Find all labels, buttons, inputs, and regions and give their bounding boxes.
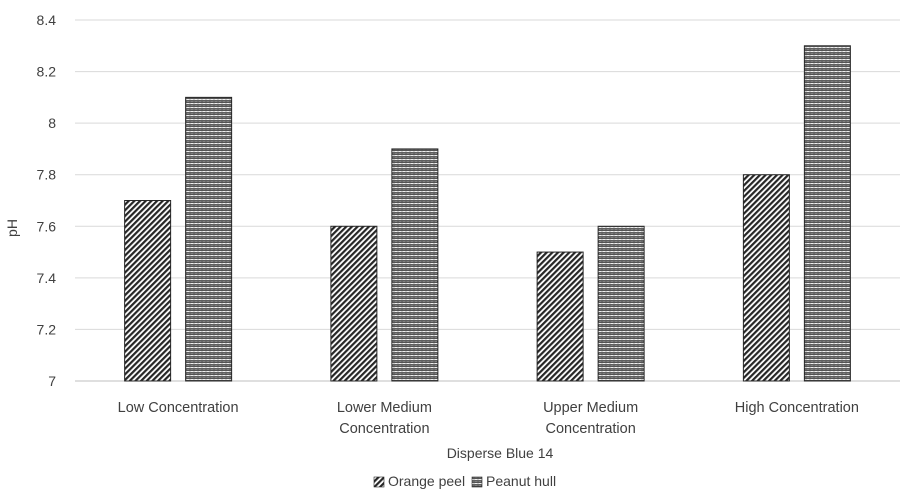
- legend-label: Peanut hull: [486, 473, 556, 489]
- y-tick-label: 8.4: [37, 12, 57, 28]
- y-tick-label: 7.6: [37, 218, 57, 234]
- x-category-label: Concentration: [545, 421, 635, 437]
- x-axis-title: Disperse Blue 14: [447, 445, 554, 461]
- y-tick-label: 7.8: [37, 167, 57, 183]
- legend-swatch: [471, 476, 483, 488]
- x-category-label: High Concentration: [735, 400, 859, 416]
- y-axis-ticks: 7 7.2 7.4 7.6 7.8 8 8.2 8.4: [37, 12, 57, 389]
- bars: [124, 45, 851, 382]
- bar-peanut-hull: [391, 148, 439, 382]
- y-tick-label: 7.4: [37, 270, 57, 286]
- legend-label: Orange peel: [388, 473, 465, 489]
- y-tick-label: 8: [48, 115, 56, 131]
- bar-peanut-hull: [597, 225, 645, 382]
- x-category-label: Low Concentration: [118, 400, 239, 416]
- bar-orange-peel: [536, 251, 584, 382]
- y-axis-title: pH: [4, 219, 20, 237]
- bar-orange-peel: [742, 174, 790, 382]
- x-category-label: Upper Medium: [543, 400, 638, 416]
- x-category-label: Concentration: [339, 421, 429, 437]
- legend-swatch: [373, 476, 385, 488]
- bar-orange-peel: [124, 200, 172, 382]
- x-category-label: Lower Medium: [337, 400, 432, 416]
- y-tick-label: 7.2: [37, 321, 57, 337]
- legend: Orange peel Peanut hull: [373, 473, 556, 489]
- bar-orange-peel: [330, 225, 378, 382]
- y-tick-label: 8.2: [37, 64, 57, 80]
- y-tick-label: 7: [48, 373, 56, 389]
- bar-peanut-hull: [185, 96, 233, 382]
- x-axis-categories: Low Concentration Lower Medium Concentrati…: [118, 400, 859, 437]
- bar-peanut-hull: [803, 45, 851, 382]
